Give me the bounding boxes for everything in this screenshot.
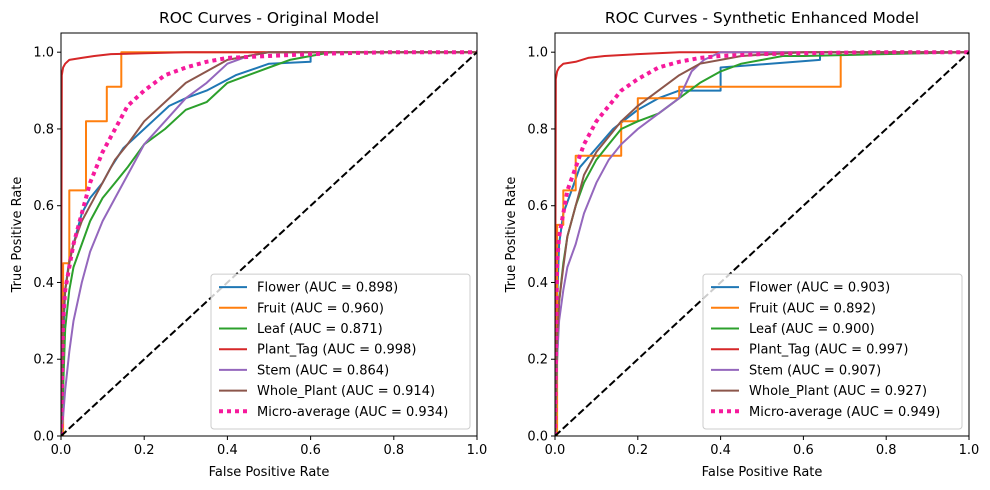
legend-label: Flower (AUC = 0.898) [257, 281, 398, 296]
x-tick-label: 1.0 [467, 443, 488, 458]
chart-panel-1: 0.0 0.2 0.4 0.6 0.8 1.0 0.0 0.2 0.4 0.6 0.8 1.0 ROC … [10, 9, 487, 480]
chart-title: ROC Curves - Original Model [159, 9, 379, 27]
legend-label: Micro-average (AUC = 0.949) [749, 405, 940, 420]
x-tick-label: 0.2 [134, 443, 155, 458]
legend: Flower (AUC = 0.903) Fruit (AUC = 0.892) L… [702, 273, 963, 430]
legend-label: Plant_Tag (AUC = 0.997) [749, 343, 908, 358]
series-line-whole-plant [555, 51, 969, 436]
y-tick-label: 1.0 [33, 46, 54, 61]
chart-title: ROC Curves - Synthetic Enhanced Model [605, 9, 919, 27]
legend-label: Leaf (AUC = 0.900) [749, 322, 875, 337]
legend: Flower (AUC = 0.898) Fruit (AUC = 0.960) L… [210, 273, 471, 430]
series-line-micro-average [61, 50, 477, 436]
y-tick-label: 0.4 [527, 276, 548, 291]
x-tick-label: 0.4 [710, 443, 731, 458]
series-line-micro-average [555, 50, 969, 436]
legend-label: Leaf (AUC = 0.871) [257, 322, 383, 337]
legend-label: Fruit (AUC = 0.892) [749, 301, 876, 316]
axes-frame [60, 32, 478, 437]
legend-label: Flower (AUC = 0.903) [749, 281, 890, 296]
legend-label: Whole_Plant (AUC = 0.914) [257, 384, 435, 399]
x-axis-label: False Positive Rate [702, 465, 823, 480]
y-tick-label: 0.0 [33, 430, 54, 445]
y-tick-label: 0.2 [33, 353, 54, 368]
series-line-plant-tag [555, 51, 969, 436]
legend-label: Plant_Tag (AUC = 0.998) [257, 343, 416, 358]
axes-frame [554, 32, 970, 437]
x-tick-label: 0.6 [793, 443, 814, 458]
x-axis-label: False Positive Rate [209, 465, 330, 480]
y-axis-label: True Positive Rate [10, 177, 25, 294]
legend-box [702, 273, 963, 430]
x-tick-label: 0.2 [627, 443, 648, 458]
series-line-leaf [61, 51, 477, 436]
x-tick-label: 0.4 [217, 443, 238, 458]
legend-label: Stem (AUC = 0.907) [749, 363, 881, 378]
legend-label: Fruit (AUC = 0.960) [257, 301, 384, 316]
y-tick-label: 0.8 [33, 122, 54, 137]
y-tick-label: 1.0 [527, 46, 548, 61]
x-tick-label: 0.6 [300, 443, 321, 458]
plot-area [555, 50, 969, 436]
x-tick-label: 0.0 [51, 443, 72, 458]
series-line-plant-tag [61, 51, 477, 436]
x-tick-label: 0.0 [545, 443, 566, 458]
plot-area [61, 50, 477, 436]
chance-diagonal-line [61, 51, 477, 436]
y-axis-label: True Positive Rate [504, 177, 519, 294]
x-tick-label: 0.8 [876, 443, 897, 458]
legend-label: Stem (AUC = 0.864) [257, 363, 389, 378]
legend-label: Micro-average (AUC = 0.934) [257, 405, 448, 420]
y-tick-label: 0.0 [527, 430, 548, 445]
chance-diagonal-line [555, 51, 969, 436]
y-tick-label: 0.6 [527, 199, 548, 214]
x-tick-label: 1.0 [959, 443, 980, 458]
series-line-fruit [61, 51, 477, 436]
x-tick-label: 0.8 [383, 443, 404, 458]
y-tick-label: 0.4 [33, 276, 54, 291]
legend-label: Whole_Plant (AUC = 0.927) [749, 384, 927, 399]
chart-panel-2: 0.0 0.2 0.4 0.6 0.8 1.0 0.0 0.2 0.4 0.6 0.8 1.0 ROC … [504, 9, 979, 480]
y-tick-label: 0.8 [527, 122, 548, 137]
legend-box [210, 273, 471, 430]
series-line-stem [555, 51, 969, 436]
y-tick-label: 0.2 [527, 353, 548, 368]
y-tick-label: 0.6 [33, 199, 54, 214]
